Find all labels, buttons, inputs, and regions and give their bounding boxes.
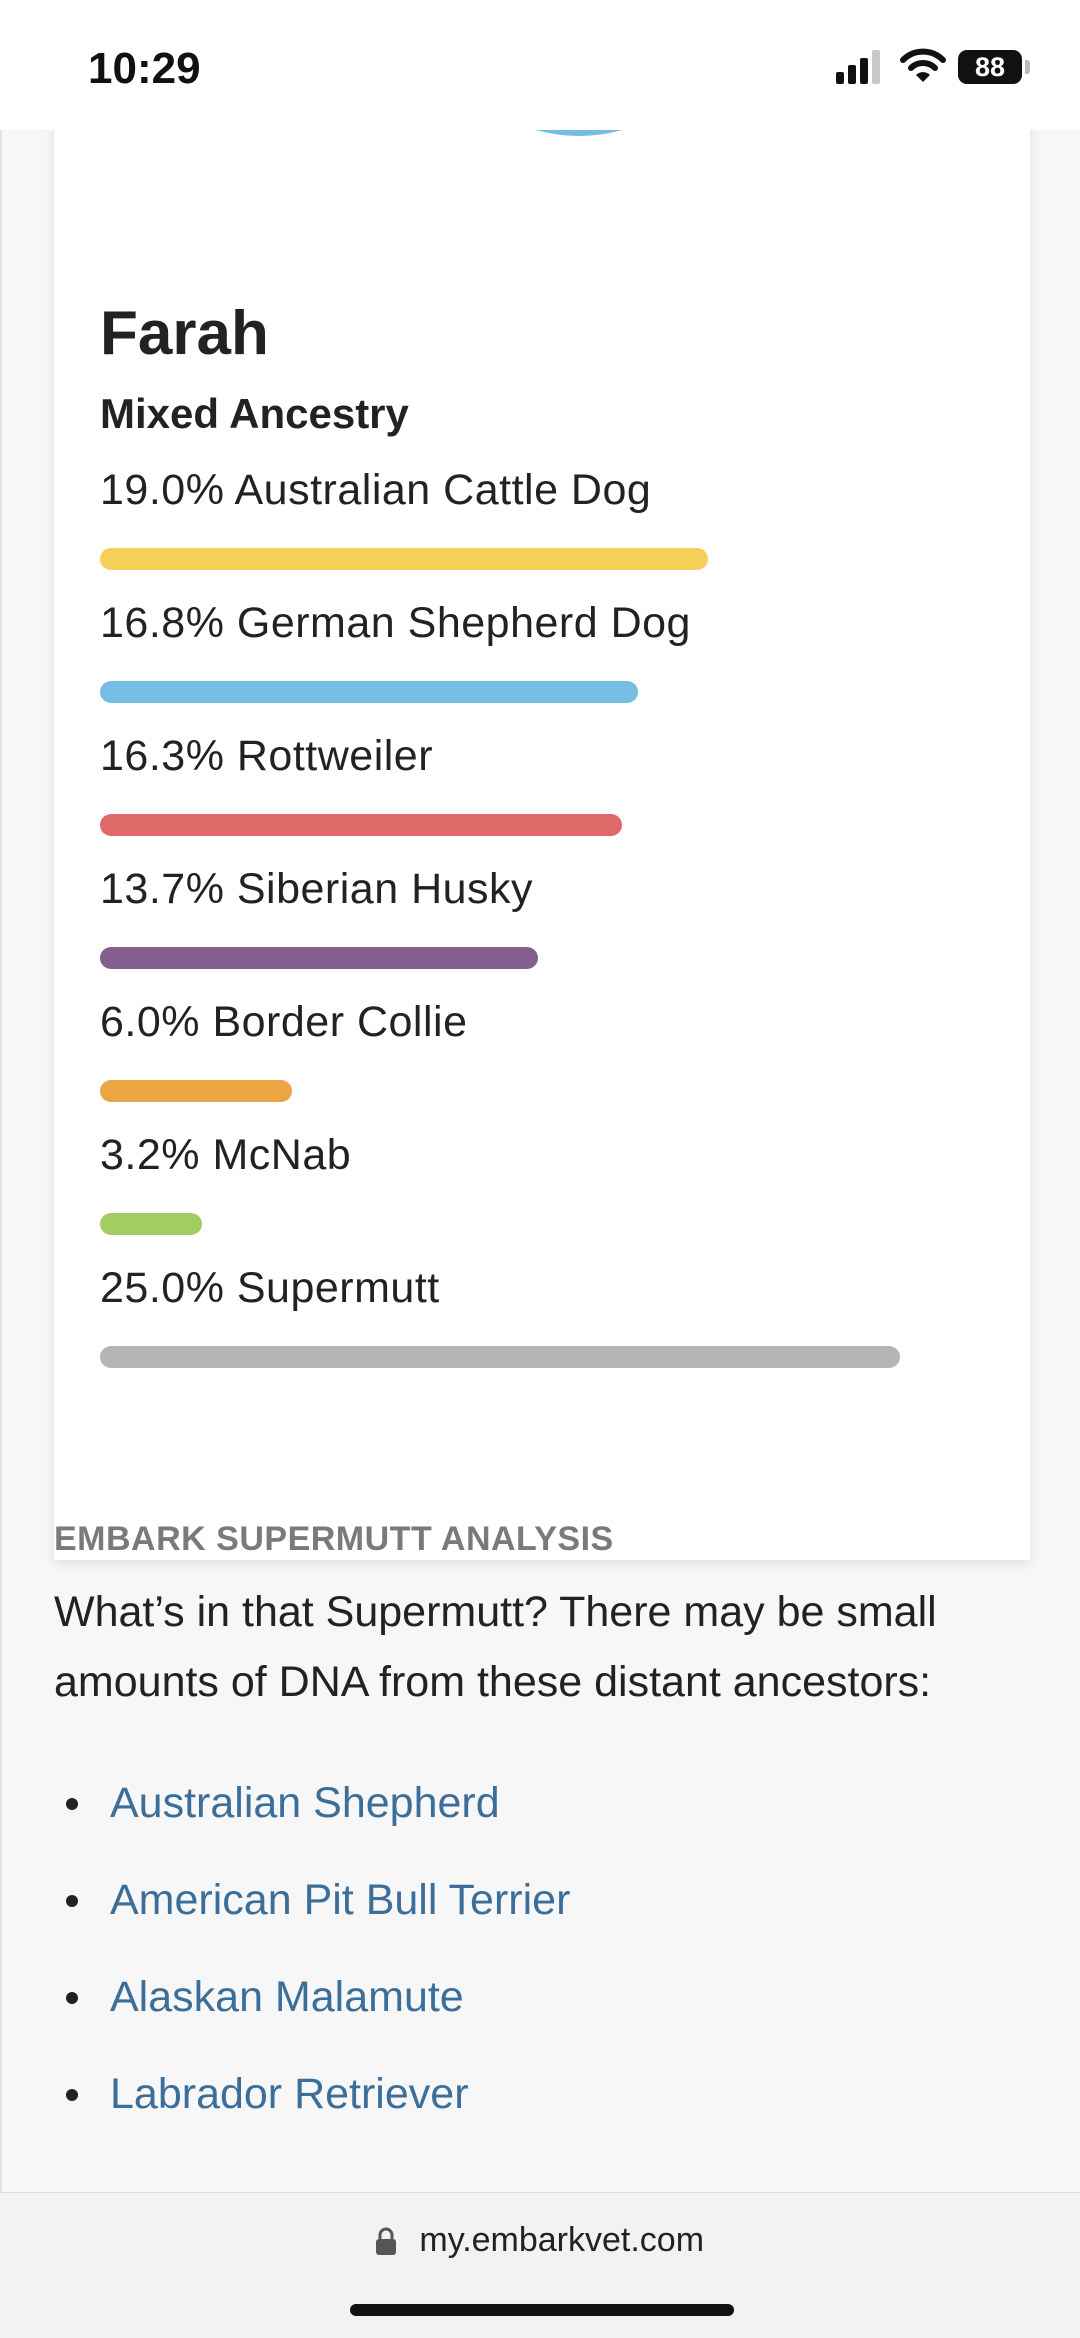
- ancestor-item: Alaskan Malamute: [54, 1949, 1034, 2046]
- breed-row: 6.0% Border Collie: [100, 992, 1000, 1125]
- ancestor-link[interactable]: Alaskan Malamute: [110, 1973, 464, 2021]
- breed-percentage-bar: [100, 814, 622, 836]
- breed-row: 13.7% Siberian Husky: [100, 859, 1000, 992]
- breed-label: 19.0% Australian Cattle Dog: [100, 466, 652, 514]
- breed-percentage-bar: [100, 681, 638, 703]
- breed-pie-chart-fragment: [535, 130, 623, 136]
- breed-label: 16.3% Rottweiler: [100, 732, 434, 780]
- ancestor-link[interactable]: Australian Shepherd: [110, 1779, 500, 1827]
- breed-label: 6.0% Border Collie: [100, 998, 468, 1046]
- ancestor-item: American Pit Bull Terrier: [54, 1852, 1034, 1949]
- ancestor-item: Labrador Retriever: [54, 2046, 1034, 2143]
- supermutt-analysis-section: EMBARK SUPERMUTT ANALYSIS What’s in that…: [54, 1520, 1034, 2143]
- breed-row: 16.8% German Shepherd Dog: [100, 593, 1000, 726]
- breed-percentage-bar: [100, 1080, 292, 1102]
- bullet-icon: [66, 2089, 78, 2101]
- battery-nub: [1025, 60, 1030, 74]
- cellular-signal-icon: [836, 50, 880, 89]
- breed-list: 19.0% Australian Cattle Dog 16.8% German …: [100, 460, 1000, 1391]
- breed-label: 13.7% Siberian Husky: [100, 865, 534, 913]
- lock-icon: [375, 2225, 396, 2264]
- breed-row: 16.3% Rottweiler: [100, 726, 1000, 859]
- breed-percentage-bar: [100, 1213, 202, 1235]
- breed-percentage-bar: [100, 947, 538, 969]
- ancestor-link[interactable]: Labrador Retriever: [110, 2070, 469, 2118]
- home-indicator[interactable]: [350, 2304, 734, 2316]
- url-text: my.embarkvet.com: [419, 2221, 705, 2259]
- breed-percentage-bar: [100, 548, 708, 570]
- supermutt-description: What’s in that Supermutt? There may be s…: [54, 1588, 937, 1706]
- breed-label: 16.8% German Shepherd Dog: [100, 599, 691, 647]
- breed-row: 19.0% Australian Cattle Dog: [100, 460, 1000, 593]
- ancestor-link[interactable]: American Pit Bull Terrier: [110, 1876, 571, 1924]
- dog-name: Farah: [100, 299, 269, 368]
- page-content: Farah Mixed Ancestry 19.0% Australian Ca…: [0, 130, 1080, 2192]
- ancestor-item: Australian Shepherd: [54, 1755, 1034, 1852]
- wifi-icon: [900, 48, 946, 89]
- ancestry-card: Farah Mixed Ancestry 19.0% Australian Ca…: [54, 130, 1030, 1560]
- url-display[interactable]: my.embarkvet.com: [0, 2221, 1080, 2264]
- breed-percentage-bar: [100, 1346, 900, 1368]
- status-bar: 10:29 88: [0, 0, 1080, 130]
- breed-label: 3.2% McNab: [100, 1131, 352, 1179]
- ancestry-heading: Mixed Ancestry: [100, 390, 409, 437]
- bullet-icon: [66, 1798, 78, 1810]
- status-time: 10:29: [88, 44, 201, 93]
- browser-url-bar[interactable]: my.embarkvet.com: [0, 2192, 1080, 2338]
- breed-row: 25.0% Supermutt: [100, 1258, 1000, 1391]
- ancestor-list: Australian Shepherd American Pit Bull Ter…: [54, 1755, 1034, 2143]
- breed-label: 25.0% Supermutt: [100, 1264, 440, 1312]
- supermutt-section-title: EMBARK SUPERMUTT ANALYSIS: [54, 1520, 614, 1558]
- breed-row: 3.2% McNab: [100, 1125, 1000, 1258]
- battery-icon: 88: [958, 50, 1022, 84]
- bullet-icon: [66, 1895, 78, 1907]
- bullet-icon: [66, 1992, 78, 2004]
